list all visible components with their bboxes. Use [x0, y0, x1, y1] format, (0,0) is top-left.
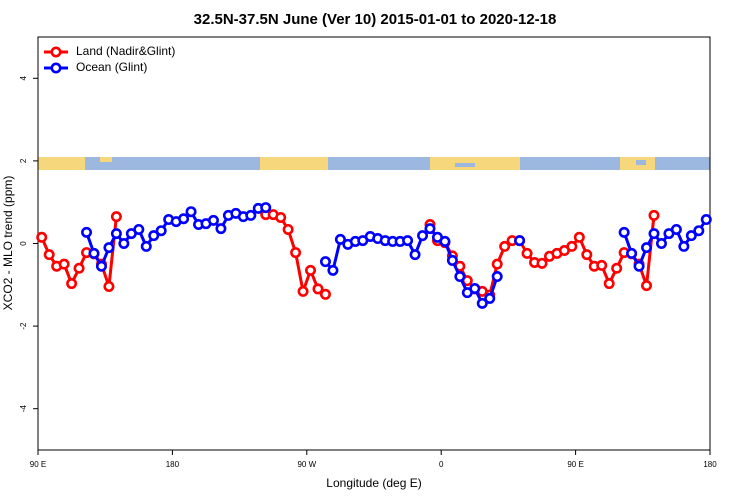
data-point — [626, 247, 638, 259]
data-point — [514, 235, 526, 247]
data-point — [103, 242, 115, 254]
x-tick-label: 180 — [703, 460, 717, 469]
data-point — [603, 278, 615, 290]
data-point — [185, 206, 197, 218]
x-tick-label: 0 — [439, 460, 444, 469]
y-tick-label: 4 — [19, 76, 28, 81]
data-point — [319, 256, 331, 268]
data-point — [110, 211, 122, 223]
data-point — [81, 226, 93, 238]
data-point — [499, 240, 511, 252]
data-point — [215, 223, 227, 235]
chart-title: 32.5N-37.5N June (Ver 10) 2015-01-01 to … — [194, 11, 557, 28]
data-point — [155, 225, 167, 237]
data-point — [469, 283, 481, 295]
legend-label: Ocean (Glint) — [76, 60, 147, 74]
data-point — [140, 240, 152, 252]
y-tick-label: -2 — [19, 322, 28, 330]
legend-marker — [50, 46, 62, 58]
land-strip — [260, 157, 328, 170]
data-point — [641, 242, 653, 254]
data-point — [118, 238, 130, 250]
data-point — [618, 226, 630, 238]
data-point — [95, 260, 107, 272]
data-point — [103, 280, 115, 292]
data-point — [581, 249, 593, 261]
data-point — [312, 283, 324, 295]
data-point — [678, 240, 690, 252]
data-point — [297, 285, 309, 297]
data-point — [648, 209, 660, 221]
data-point — [290, 247, 302, 259]
data-point — [409, 249, 421, 261]
legend-label: Land (Nadir&Glint) — [76, 44, 175, 58]
data-point — [319, 288, 331, 300]
land-strip — [38, 157, 85, 170]
ocean-strip — [455, 163, 475, 167]
data-point — [282, 223, 294, 235]
x-tick-label: 90 E — [567, 460, 583, 469]
data-point — [491, 271, 503, 283]
data-point — [73, 262, 85, 274]
land-strip — [100, 157, 112, 162]
data-point — [596, 259, 608, 271]
data-point — [417, 230, 429, 242]
ocean-strip — [636, 160, 646, 165]
data-point — [110, 228, 122, 240]
data-point — [484, 292, 496, 304]
data-point — [476, 297, 488, 309]
y-axis-label: XCO2 - MLO trend (ppm) — [1, 176, 15, 311]
data-point — [454, 271, 466, 283]
data-point — [439, 235, 451, 247]
data-point — [573, 231, 585, 243]
data-point — [521, 247, 533, 259]
data-point — [327, 264, 339, 276]
data-point — [275, 211, 287, 223]
y-tick-label: 0 — [19, 241, 28, 246]
data-point — [648, 228, 660, 240]
x-axis-label: Longitude (deg E) — [326, 476, 421, 490]
data-point — [566, 240, 578, 252]
y-tick-label: 2 — [19, 158, 28, 163]
data-point — [178, 213, 190, 225]
data-point — [36, 231, 48, 243]
data-point — [402, 235, 414, 247]
data-point — [133, 223, 145, 235]
data-point — [655, 238, 667, 250]
data-point — [88, 247, 100, 259]
data-point — [260, 202, 272, 214]
data-point — [305, 264, 317, 276]
data-point — [693, 225, 705, 237]
data-point — [641, 280, 653, 292]
x-tick-label: 90 E — [30, 460, 46, 469]
data-point — [43, 249, 55, 261]
x-tick-label: 90 W — [297, 460, 316, 469]
data-point — [207, 214, 219, 226]
data-point — [148, 230, 160, 242]
x-tick-label: 180 — [166, 460, 180, 469]
data-point — [611, 262, 623, 274]
ocean-strip — [38, 157, 710, 170]
legend-marker — [50, 62, 62, 74]
data-point — [446, 254, 458, 266]
data-point — [685, 230, 697, 242]
y-tick-label: -4 — [19, 405, 28, 413]
data-point — [536, 257, 548, 269]
data-point — [58, 258, 70, 270]
data-point — [700, 214, 712, 226]
data-point — [424, 223, 436, 235]
land-mask-strip — [38, 157, 710, 170]
data-point — [491, 258, 503, 270]
data-point — [633, 260, 645, 272]
data-point — [334, 233, 346, 245]
data-point — [245, 209, 257, 221]
data-point — [66, 278, 78, 290]
data-point — [670, 223, 682, 235]
